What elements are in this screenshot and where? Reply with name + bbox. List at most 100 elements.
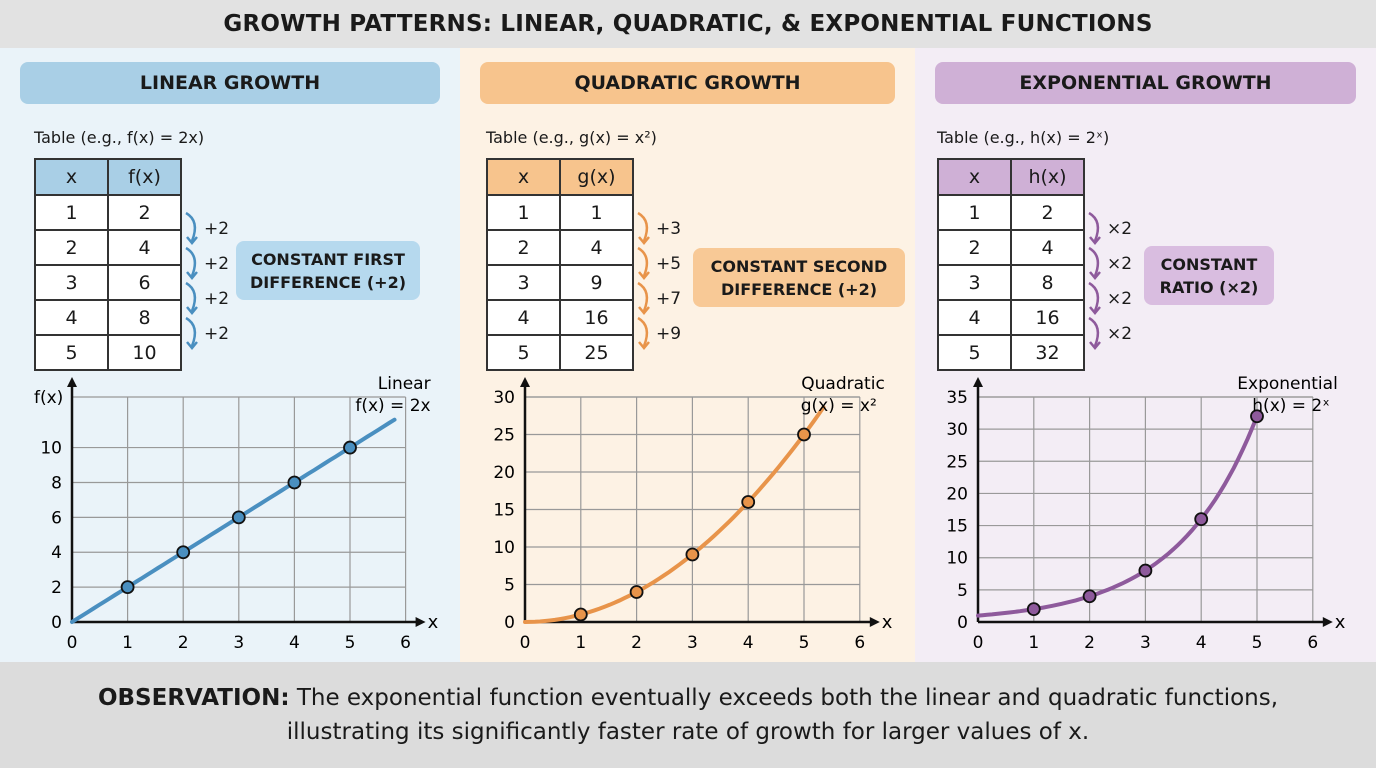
panel-header: LINEAR GROWTH xyxy=(20,62,440,104)
x-tick-label: 2 xyxy=(631,633,642,653)
curve-equation: f(x) = 2x xyxy=(355,396,430,416)
curved-arrow-icon xyxy=(1088,211,1101,245)
y-tick-label: 20 xyxy=(493,463,515,483)
curved-arrow-icon xyxy=(1088,246,1101,280)
table-label: Table (e.g., f(x) = 2x) xyxy=(34,128,205,147)
page-title: GROWTH PATTERNS: LINEAR, QUADRATIC, & EX… xyxy=(0,0,1376,48)
table-row: 5 32 xyxy=(937,334,1085,371)
callout-line: DIFFERENCE (+2) xyxy=(249,272,407,292)
x-tick-label: 3 xyxy=(687,633,698,653)
cell-f: 25 xyxy=(559,334,634,371)
table-row: 5 10 xyxy=(34,334,182,371)
x-tick-label: 0 xyxy=(973,633,984,653)
x-axis-label: x xyxy=(1335,612,1346,633)
cell-x: 1 xyxy=(486,194,561,231)
y-tick-label: 25 xyxy=(946,452,968,472)
cell-f: 2 xyxy=(1010,194,1085,231)
table-row: 4 16 xyxy=(486,299,634,336)
cell-x: 5 xyxy=(937,334,1012,371)
panel-header: EXPONENTIAL GROWTH xyxy=(935,62,1356,104)
pattern-callout: CONSTANT SECOND DIFFERENCE (+2) xyxy=(693,248,905,307)
difference-label: +9 xyxy=(656,324,682,344)
pattern-callout: CONSTANT RATIO (×2) xyxy=(1144,246,1274,305)
difference-label: +7 xyxy=(656,289,682,309)
difference-label: +2 xyxy=(204,324,230,344)
x-tick-label: 4 xyxy=(1196,633,1207,653)
function-curve xyxy=(976,414,1259,618)
cell-x: 2 xyxy=(486,229,561,266)
x-tick-label: 5 xyxy=(1252,633,1263,653)
curve-label: Quadratic xyxy=(801,374,885,394)
curved-arrow-icon xyxy=(185,316,198,350)
curved-arrow-icon xyxy=(185,281,198,315)
cell-x: 3 xyxy=(34,264,109,301)
cell-f: 16 xyxy=(1010,299,1085,336)
x-tick-label: 2 xyxy=(178,633,189,653)
x-tick-label: 0 xyxy=(520,633,531,653)
data-point xyxy=(1138,563,1153,578)
difference-label: +2 xyxy=(204,289,230,309)
cell-f: 8 xyxy=(1010,264,1085,301)
cell-f: 32 xyxy=(1010,334,1085,371)
curved-arrow-icon xyxy=(1088,316,1101,350)
difference-label: +5 xyxy=(656,254,682,274)
cell-f: 4 xyxy=(559,229,634,266)
difference-label: +3 xyxy=(656,219,682,239)
x-tick-label: 6 xyxy=(1307,633,1318,653)
y-tick-label: 10 xyxy=(946,549,968,569)
data-point xyxy=(741,495,756,509)
value-table: x h(x) 1 2 2 4 3 8 4 16 5 32 xyxy=(937,158,1085,371)
cell-f: 1 xyxy=(559,194,634,231)
cell-x: 1 xyxy=(937,194,1012,231)
cell-x: 3 xyxy=(937,264,1012,301)
x-tick-label: 2 xyxy=(1084,633,1095,653)
x-tick-label: 1 xyxy=(575,633,586,653)
observation: OBSERVATION: The exponential function ev… xyxy=(0,662,1376,768)
difference-label: +2 xyxy=(204,219,230,239)
y-tick-label: 35 xyxy=(946,388,968,408)
curve-equation: h(x) = 2ˣ xyxy=(1252,396,1330,416)
x-axis-label: x xyxy=(882,612,893,633)
observation-label: OBSERVATION: xyxy=(97,685,290,711)
x-axis-label: x xyxy=(428,612,439,633)
y-axis-arrow-icon xyxy=(67,377,77,387)
callout-line: DIFFERENCE (+2) xyxy=(720,279,878,299)
curved-arrow-icon xyxy=(185,246,198,280)
curved-arrow-icon xyxy=(1088,281,1101,315)
col-header-f: g(x) xyxy=(559,158,634,196)
data-point xyxy=(1194,512,1209,527)
data-point xyxy=(1026,602,1041,617)
x-tick-label: 6 xyxy=(400,633,411,653)
x-tick-label: 3 xyxy=(233,633,244,653)
col-header-x: x xyxy=(486,158,561,196)
curve-label: Linear xyxy=(378,374,431,394)
panel-header: QUADRATIC GROWTH xyxy=(480,62,895,104)
cell-x: 5 xyxy=(486,334,561,371)
col-header-x: x xyxy=(937,158,1012,196)
x-tick-label: 6 xyxy=(854,633,865,653)
x-tick-label: 5 xyxy=(799,633,810,653)
x-tick-label: 4 xyxy=(743,633,754,653)
curved-arrow-icon xyxy=(637,281,650,315)
cell-f: 10 xyxy=(107,334,182,371)
y-tick-label: 0 xyxy=(957,613,968,633)
table-row: 5 25 xyxy=(486,334,634,371)
curved-arrow-icon xyxy=(637,246,650,280)
y-tick-label: 6 xyxy=(51,508,62,528)
y-tick-label: 15 xyxy=(493,501,515,521)
data-point xyxy=(573,607,588,622)
difference-label: ×2 xyxy=(1107,289,1133,309)
x-axis-arrow-icon xyxy=(415,617,426,627)
x-tick-label: 5 xyxy=(345,633,356,653)
cell-x: 4 xyxy=(486,299,561,336)
curved-arrow-icon xyxy=(185,211,198,245)
data-point xyxy=(287,475,302,490)
